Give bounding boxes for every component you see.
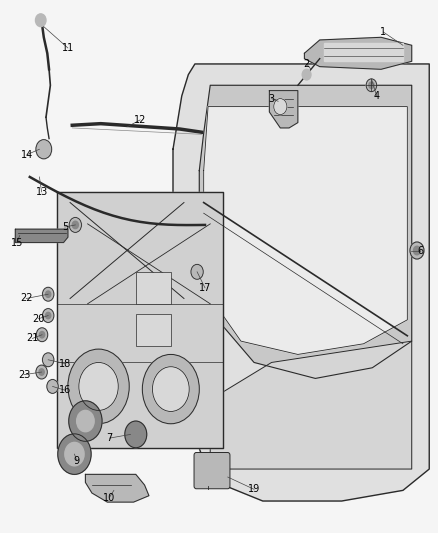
Polygon shape xyxy=(37,144,50,155)
FancyBboxPatch shape xyxy=(194,453,230,489)
Circle shape xyxy=(42,353,54,367)
Circle shape xyxy=(302,69,311,80)
Text: 5: 5 xyxy=(62,222,68,232)
Text: 17: 17 xyxy=(199,283,211,293)
Polygon shape xyxy=(173,64,429,501)
Polygon shape xyxy=(269,91,298,128)
Text: 12: 12 xyxy=(134,115,146,125)
Polygon shape xyxy=(210,341,412,469)
Text: 9: 9 xyxy=(74,456,80,465)
Circle shape xyxy=(413,246,420,255)
Circle shape xyxy=(36,140,52,159)
FancyBboxPatch shape xyxy=(136,314,171,346)
Circle shape xyxy=(35,14,46,27)
Circle shape xyxy=(47,379,58,393)
Circle shape xyxy=(68,349,129,424)
FancyBboxPatch shape xyxy=(136,272,171,304)
Circle shape xyxy=(125,421,147,448)
Text: 23: 23 xyxy=(18,370,30,379)
Circle shape xyxy=(79,362,118,410)
Circle shape xyxy=(42,309,54,322)
Circle shape xyxy=(191,264,203,279)
Polygon shape xyxy=(15,229,68,243)
Circle shape xyxy=(46,312,51,319)
Circle shape xyxy=(69,217,81,232)
Circle shape xyxy=(410,242,424,259)
Circle shape xyxy=(72,221,78,229)
Circle shape xyxy=(369,82,374,88)
Text: 10: 10 xyxy=(103,494,116,503)
Polygon shape xyxy=(57,192,223,448)
Polygon shape xyxy=(85,474,149,502)
Text: 21: 21 xyxy=(26,334,39,343)
Text: 6: 6 xyxy=(417,246,424,255)
Text: 15: 15 xyxy=(11,238,23,247)
Text: 1: 1 xyxy=(380,27,386,37)
Text: 22: 22 xyxy=(20,294,32,303)
Text: 3: 3 xyxy=(268,94,275,103)
Circle shape xyxy=(36,365,47,379)
Text: 18: 18 xyxy=(59,359,71,368)
Circle shape xyxy=(65,442,84,466)
Circle shape xyxy=(142,354,199,424)
Text: 16: 16 xyxy=(59,385,71,395)
Text: 13: 13 xyxy=(35,187,48,197)
Text: 4: 4 xyxy=(374,91,380,101)
Circle shape xyxy=(69,401,102,441)
Circle shape xyxy=(39,332,45,338)
Text: 2: 2 xyxy=(304,59,310,69)
Text: 11: 11 xyxy=(62,43,74,53)
Text: 7: 7 xyxy=(106,433,113,443)
Polygon shape xyxy=(199,85,412,378)
Text: 20: 20 xyxy=(32,314,45,324)
Circle shape xyxy=(42,287,54,301)
Circle shape xyxy=(274,99,287,115)
Circle shape xyxy=(46,291,51,297)
Circle shape xyxy=(39,369,44,375)
Text: 14: 14 xyxy=(21,150,33,159)
Polygon shape xyxy=(304,37,412,69)
Circle shape xyxy=(152,367,189,411)
Circle shape xyxy=(366,79,377,92)
Text: 19: 19 xyxy=(248,484,260,494)
Polygon shape xyxy=(324,43,403,61)
Circle shape xyxy=(58,434,91,474)
Polygon shape xyxy=(204,107,407,354)
Circle shape xyxy=(77,410,94,432)
Circle shape xyxy=(36,328,48,342)
